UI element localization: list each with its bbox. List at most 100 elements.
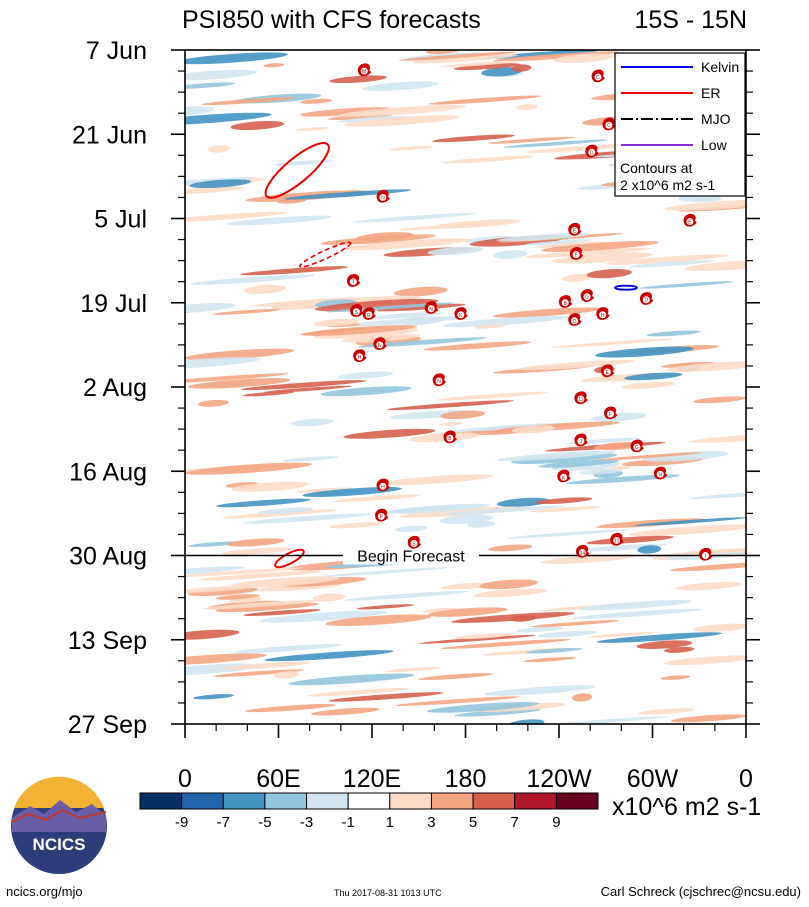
- anomaly-patch: [185, 585, 258, 593]
- colorbar-swatch: [347, 792, 391, 810]
- storm-eye: [377, 512, 385, 520]
- anomaly-patch: [578, 600, 692, 611]
- storm-label: M: [362, 69, 366, 75]
- anomaly-patch: [398, 222, 495, 231]
- anomaly-patch: [497, 450, 617, 462]
- anomaly-patch: [453, 63, 521, 71]
- forecast-label: Begin Forecast: [357, 549, 465, 566]
- colorbar-label: 9: [552, 814, 560, 831]
- storm-label: R: [367, 313, 371, 319]
- anomaly-patch: [188, 587, 259, 596]
- x-tick-label: 120E: [343, 765, 401, 793]
- storm-marker: B: [558, 295, 573, 308]
- anomaly-patch: [185, 357, 261, 370]
- anomaly-patch: [427, 246, 484, 256]
- storm-marker: C: [591, 69, 605, 83]
- anomaly-patch: [664, 646, 695, 653]
- anomaly-patch: [300, 325, 418, 336]
- storm-eye: [594, 73, 602, 81]
- anomaly-patch: [666, 361, 746, 372]
- colorbar-swatch: [306, 792, 349, 810]
- anomaly-patch: [395, 696, 521, 706]
- anomaly-patch: [515, 626, 563, 633]
- anomaly-patch: [325, 614, 432, 626]
- storm-label: P: [380, 514, 384, 520]
- anomaly-patch: [185, 303, 237, 314]
- anomaly-patch: [314, 298, 439, 312]
- anomaly-patch: [440, 410, 486, 420]
- anomaly-patch: [243, 284, 287, 295]
- storm-eye: [571, 227, 579, 235]
- storm-eye: [577, 437, 585, 445]
- website-link[interactable]: ncics.org/mjo: [6, 884, 83, 899]
- anomaly-patch: [185, 566, 245, 577]
- anomaly-patch: [381, 474, 493, 486]
- anomaly-patch: [594, 346, 694, 358]
- colorbar-swatch: [472, 792, 516, 810]
- storm-eye: [349, 278, 357, 286]
- storm-label: K: [562, 475, 566, 481]
- x-tick-label: 180: [445, 765, 487, 793]
- anomaly-patch: [418, 673, 493, 680]
- anomaly-patch: [431, 134, 515, 143]
- anomaly-patch: [451, 423, 561, 432]
- anomaly-patch: [394, 286, 448, 297]
- storm-label: E: [573, 229, 577, 235]
- anomaly-patch: [296, 127, 329, 131]
- anomaly-patch: [510, 615, 537, 622]
- anomaly-patch: [684, 260, 746, 272]
- storm-label: H: [601, 313, 605, 319]
- anomaly-patch: [243, 609, 321, 616]
- storm-eye: [656, 470, 664, 478]
- anomaly-patch: [594, 442, 644, 451]
- y-tick-label: 19 Jul: [80, 290, 147, 318]
- anomaly-patch: [642, 451, 729, 462]
- colorbar-label: -9: [175, 814, 188, 831]
- anomaly-patch: [215, 602, 319, 613]
- anomaly-patch: [586, 269, 632, 279]
- storm-label: 11: [578, 397, 583, 403]
- anomaly-patch: [215, 594, 260, 600]
- anomaly-patch: [509, 719, 545, 724]
- colorbar-swatch: [514, 792, 557, 810]
- storm-markers: M C C D N E E F T D G B S R N K O H N H E N 11 F B J G K H H P S 14 10 I: [346, 63, 713, 561]
- storm-eye: [571, 317, 579, 325]
- storm-label: J: [580, 439, 583, 445]
- anomaly-patch: [605, 254, 729, 265]
- x-axis: 0 60E 120E 180 120W 60W 0: [178, 724, 753, 793]
- storm-eye: [633, 443, 641, 451]
- anomaly-patch: [328, 692, 444, 702]
- anomaly-patch: [197, 399, 229, 407]
- anomaly-patch: [440, 60, 520, 68]
- storm-eye: [561, 299, 569, 307]
- storm-eye: [435, 377, 443, 385]
- anomaly-patch: [535, 241, 609, 248]
- anomaly-patch: [572, 608, 702, 619]
- anomaly-patch: [320, 386, 412, 397]
- anomaly-patch: [474, 324, 506, 329]
- anomaly-patch: [689, 433, 746, 443]
- anomaly-patch: [313, 318, 360, 327]
- storm-marker: H: [596, 307, 610, 320]
- anomaly-patch: [329, 75, 388, 84]
- anomaly-patch: [571, 693, 592, 702]
- anomaly-patch: [525, 143, 643, 153]
- anomaly-patch: [328, 522, 384, 529]
- colorbar-label: -5: [258, 814, 271, 831]
- storm-marker: F: [604, 406, 618, 420]
- anomaly-patch: [257, 507, 314, 515]
- anomaly-patch: [524, 247, 651, 258]
- storm-marker: M: [357, 63, 372, 77]
- x-tick-label: 0: [739, 765, 753, 793]
- colorbar-swatch: [181, 792, 224, 810]
- anomaly-patch: [511, 425, 556, 434]
- storm-eye: [588, 148, 596, 156]
- storm-label: O: [573, 319, 577, 325]
- anomaly-patch: [185, 373, 289, 384]
- anomaly-patch: [628, 260, 714, 268]
- storm-eye: [603, 368, 611, 376]
- anomaly-patch: [637, 708, 695, 715]
- anomaly-patch: [492, 307, 602, 318]
- chart-title: PSI850 with CFS forecasts: [182, 6, 481, 34]
- anomaly-patch: [189, 179, 251, 189]
